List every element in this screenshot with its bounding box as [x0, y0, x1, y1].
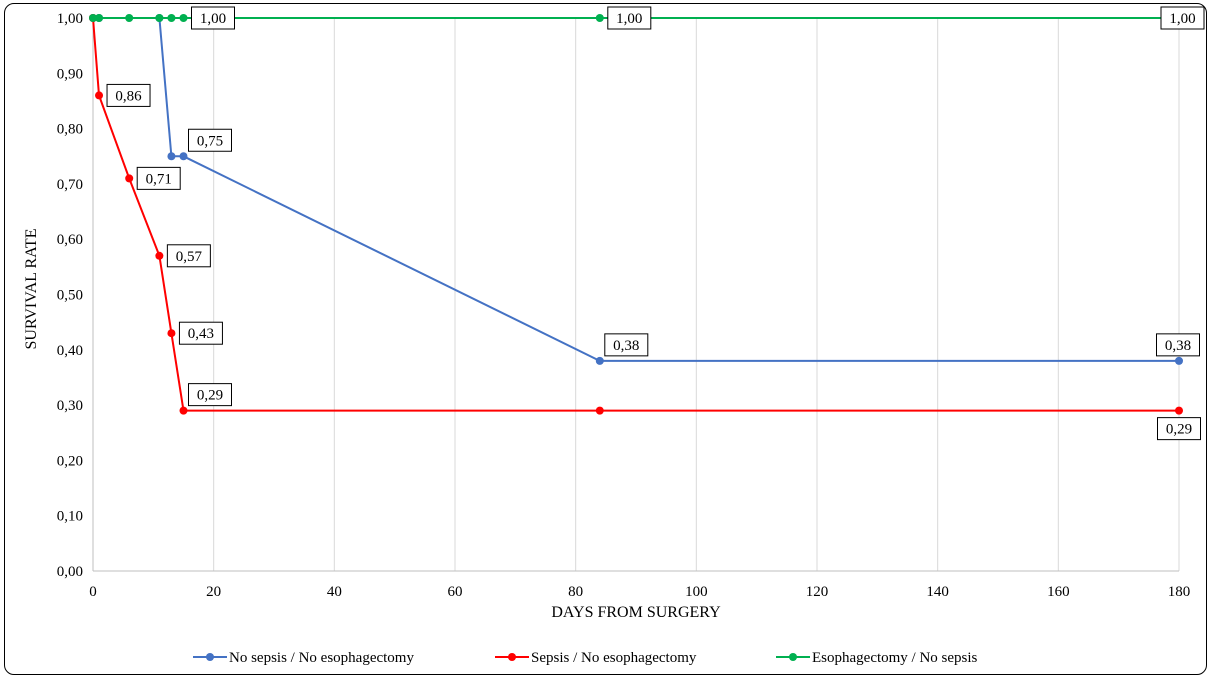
x-tick-label: 80 — [568, 584, 583, 600]
data-point — [179, 406, 188, 415]
x-tick-label: 120 — [806, 584, 829, 600]
data-point — [1175, 356, 1183, 365]
x-tick-label: 160 — [1047, 584, 1070, 600]
x-tick-label: 100 — [685, 584, 708, 600]
data-label-text: 0,29 — [197, 388, 223, 404]
data-label: 0,57 — [166, 244, 211, 268]
x-tick-labels: 0 20 40 60 80 100 120 140 160 180 — [89, 584, 1190, 600]
data-label-box — [106, 83, 151, 107]
series-1 — [89, 14, 1183, 365]
data-point — [95, 14, 104, 22]
data-label-box — [188, 383, 232, 407]
legend-item-2: Sepsis / No esophagectomy — [495, 650, 697, 666]
y-axis-title: SURVIVAL RATE — [23, 229, 40, 350]
data-point — [167, 329, 176, 338]
data-point — [167, 152, 176, 161]
x-tick-label: 180 — [1168, 584, 1191, 600]
data-label: 1,00 — [191, 6, 235, 30]
legend-marker — [206, 653, 214, 661]
data-label-box — [607, 6, 652, 30]
data-label-box — [604, 333, 649, 357]
data-label-box — [1156, 333, 1200, 357]
data-label-box — [188, 128, 232, 152]
data-label: 0,86 — [106, 83, 151, 107]
data-label-box — [1160, 6, 1205, 30]
data-label: 0,43 — [178, 321, 223, 345]
series-group — [89, 14, 1183, 415]
y-tick-label: 0,30 — [57, 398, 83, 414]
data-point — [595, 406, 604, 415]
y-tick-label: 0,60 — [57, 232, 83, 248]
legend-item-1: No sepsis / No esophagectomy — [193, 650, 414, 666]
data-labels: 0,75 0,38 0,38 0,86 0,71 0,57 0,43 0,29 0,29 1,00… — [106, 6, 1205, 441]
data-label-text: 0,71 — [146, 171, 172, 187]
data-label-text: 0,57 — [176, 249, 203, 265]
data-label: 0,38 — [604, 333, 649, 357]
data-label-box — [136, 166, 181, 190]
x-tick-label: 40 — [327, 584, 342, 600]
grid-lines — [213, 18, 1180, 571]
x-tick-label: 60 — [448, 584, 463, 600]
data-label-box — [1157, 417, 1201, 441]
data-label-text: 0,75 — [197, 133, 223, 149]
data-label: 1,00 — [607, 6, 652, 30]
data-label: 0,29 — [1157, 417, 1201, 441]
legend-label: No sepsis / No esophagectomy — [229, 650, 414, 666]
data-label: 1,00 — [1160, 6, 1205, 30]
series-line — [93, 17, 1179, 362]
data-point — [179, 152, 188, 161]
legend-marker — [508, 653, 516, 661]
y-tick-label: 0,20 — [57, 453, 83, 469]
data-point — [95, 91, 104, 100]
x-tick-label: 20 — [206, 584, 221, 600]
data-label: 0,71 — [136, 166, 181, 190]
legend-label: Esophagectomy / No sepsis — [812, 650, 978, 666]
y-tick-label: 1,00 — [57, 11, 83, 27]
y-tick-label: 0,70 — [57, 177, 83, 193]
axes — [92, 18, 1179, 572]
data-label-text: 0,38 — [613, 338, 639, 354]
data-point — [125, 174, 134, 183]
data-label-text: 0,86 — [115, 88, 142, 104]
data-label-text: 1,00 — [200, 11, 226, 27]
data-label-text: 1,00 — [1169, 11, 1195, 27]
series-line — [92, 17, 1179, 412]
data-label-box — [166, 244, 211, 268]
data-label-box — [178, 321, 223, 345]
y-tick-label: 0,10 — [57, 509, 83, 525]
y-tick-label: 0,90 — [57, 66, 83, 82]
data-point — [125, 14, 134, 22]
data-point — [155, 14, 164, 22]
data-label-text: 0,29 — [1166, 422, 1192, 438]
data-label: 0,29 — [188, 383, 232, 407]
data-label: 0,38 — [1156, 333, 1200, 357]
legend: No sepsis / No esophagectomy Sepsis / No … — [193, 650, 978, 666]
x-tick-label: 0 — [89, 584, 97, 600]
x-tick-label: 140 — [926, 584, 949, 600]
data-point — [595, 356, 604, 365]
y-tick-label: 0,50 — [57, 288, 83, 304]
y-tick-label: 0,80 — [57, 122, 83, 138]
x-axis-title: DAYS FROM SURGERY — [551, 604, 721, 621]
data-point — [595, 14, 604, 22]
data-point — [167, 14, 176, 22]
data-label-text: 1,00 — [616, 11, 642, 27]
data-point — [179, 14, 188, 22]
data-label-box — [191, 6, 235, 30]
data-label: 0,75 — [188, 128, 232, 152]
legend-label: Sepsis / No esophagectomy — [531, 650, 697, 666]
y-tick-label: 0,00 — [57, 564, 83, 580]
legend-item-3: Esophagectomy / No sepsis — [776, 650, 978, 666]
data-label-text: 0,38 — [1165, 338, 1191, 354]
data-point — [1175, 406, 1183, 415]
y-tick-labels: 0,00 0,10 0,20 0,30 0,40 0,50 0,60 0,70 0,80 0,90… — [57, 11, 83, 580]
y-tick-label: 0,40 — [57, 343, 83, 359]
data-label-text: 0,43 — [188, 326, 214, 342]
legend-marker — [789, 653, 797, 661]
data-point — [155, 251, 164, 260]
data-point — [89, 14, 97, 22]
